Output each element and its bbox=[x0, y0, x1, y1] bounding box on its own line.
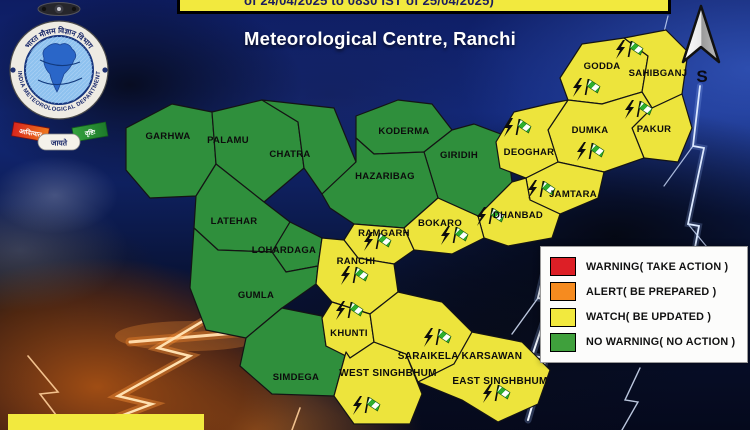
logo-crest bbox=[37, 2, 81, 16]
district-label-khunti: KHUNTI bbox=[330, 328, 368, 339]
legend-swatch-alert bbox=[550, 282, 576, 302]
legend-row-alert: ALERT( BE PREPARED ) bbox=[550, 282, 738, 302]
logo-ribbons: आदित्यात् वृष्टिः जायते bbox=[11, 121, 109, 151]
district-label-east-singhbhum: EAST SINGHBHUM bbox=[452, 376, 547, 387]
district-label-pakur: PAKUR bbox=[637, 124, 672, 135]
india-map-shape bbox=[42, 43, 77, 93]
district-label-giridih: GIRIDIH bbox=[440, 150, 478, 161]
district-label-latehar: LATEHAR bbox=[211, 216, 258, 227]
district-label-garhwa: GARHWA bbox=[145, 131, 190, 142]
district-label-dhanbad: DHANBAD bbox=[493, 210, 543, 221]
district-hazaribag bbox=[321, 137, 439, 229]
legend-swatch-watch bbox=[550, 307, 576, 327]
district-dhanbad bbox=[477, 177, 561, 247]
page-title: Meteorological Centre, Ranchi bbox=[243, 28, 517, 49]
imd-logo: भारत मौसम विज्ञान विभाग INDIA METEOROLOG… bbox=[9, 2, 109, 151]
district-label-ramgarh: RAMGARH bbox=[358, 228, 410, 239]
district-label-godda: GODDA bbox=[584, 61, 621, 72]
legend-label-alert: ALERT( BE PREPARED ) bbox=[586, 285, 717, 298]
district-label-sahibganj: SAHIBGANJ bbox=[629, 68, 688, 79]
compass: S bbox=[681, 4, 721, 86]
legend-label-watch: WATCH( BE UPDATED ) bbox=[586, 311, 712, 324]
district-label-jamtara: JAMTARA bbox=[549, 189, 597, 200]
district-label-chatra: CHATRA bbox=[269, 149, 310, 160]
legend-label-no-warning: NO WARNING( NO ACTION ) bbox=[586, 336, 736, 349]
district-east-singhbhum bbox=[417, 331, 551, 423]
district-deoghar bbox=[495, 99, 569, 179]
validity-banner: of 24/04/2025 to 0830 IST of 25/04/2025) bbox=[177, 0, 671, 14]
logo-emblem: भारत मौसम विज्ञान विभाग INDIA METEOROLOG… bbox=[9, 20, 109, 120]
district-label-simdega: SIMDEGA bbox=[273, 372, 319, 383]
bottom-banner bbox=[8, 414, 204, 430]
district-garhwa bbox=[125, 103, 217, 199]
legend-swatch-warning bbox=[550, 257, 576, 277]
district-label-hazaribag: HAZARIBAG bbox=[355, 171, 415, 182]
legend-swatch-no-warning bbox=[550, 332, 576, 352]
district-label-koderma: KODERMA bbox=[378, 126, 429, 137]
district-label-lohardaga: LOHARDAGA bbox=[252, 245, 316, 256]
warning-legend: WARNING( TAKE ACTION ) ALERT( BE PREPARE… bbox=[540, 246, 748, 363]
district-label-gumla: GUMLA bbox=[238, 290, 274, 301]
district-label-west-singhbhum: WEST SINGHBHUM bbox=[339, 368, 437, 379]
logo-motto-center: जायते bbox=[50, 139, 68, 148]
legend-row-no-warning: NO WARNING( NO ACTION ) bbox=[550, 332, 738, 352]
logo-motto-right: वृष्टिः bbox=[83, 128, 96, 138]
validity-banner-text: of 24/04/2025 to 0830 IST of 25/04/2025) bbox=[243, 0, 495, 8]
compass-label: S bbox=[696, 67, 707, 86]
legend-row-warning: WARNING( TAKE ACTION ) bbox=[550, 257, 738, 277]
district-label-ranchi: RANCHI bbox=[337, 256, 376, 267]
compass-arrow-icon bbox=[681, 4, 721, 64]
district-label-deoghar: DEOGHAR bbox=[504, 147, 555, 158]
district-label-bokaro: BOKARO bbox=[418, 218, 462, 229]
district-label-saraikela-karsawan: SARAIKELA KARSAWAN bbox=[398, 351, 522, 362]
legend-row-watch: WATCH( BE UPDATED ) bbox=[550, 307, 738, 327]
district-label-dumka: DUMKA bbox=[572, 125, 609, 136]
district-ranchi bbox=[315, 237, 399, 315]
legend-label-warning: WARNING( TAKE ACTION ) bbox=[586, 260, 729, 273]
district-label-palamu: PALAMU bbox=[207, 135, 249, 146]
